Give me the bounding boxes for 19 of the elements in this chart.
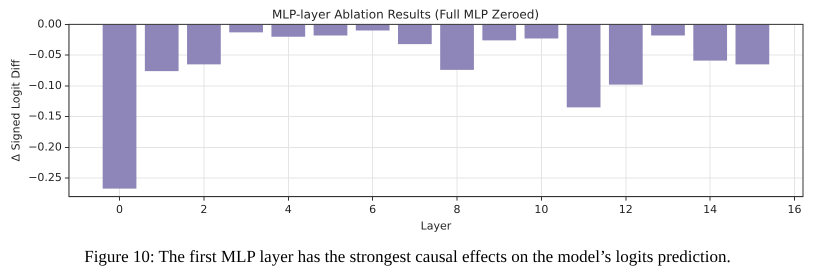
y-tick-label: −0.05 xyxy=(28,48,62,62)
x-tick-label: 14 xyxy=(703,203,718,216)
chart-title: MLP-layer Ablation Results (Full MLP Zeroed) xyxy=(272,7,540,22)
x-axis-title: Layer xyxy=(420,219,452,232)
caption: Figure 10: The first MLP layer has the strongest causal effects on the model’s logits prediction. xyxy=(83,247,732,267)
x-tick-label: 16 xyxy=(788,203,802,216)
y-tick-label: −0.10 xyxy=(28,78,62,92)
y-axis-title: Δ Signed Logit Diff xyxy=(9,59,22,162)
x-tick-label: 6 xyxy=(369,203,376,216)
y-tick-label: −0.15 xyxy=(28,110,62,123)
y-tick-label: −0.25 xyxy=(28,171,62,184)
x-tick-label: 2 xyxy=(200,203,208,216)
x-tick-label: 12 xyxy=(618,203,633,216)
y-tick-label: 0.00 xyxy=(37,17,62,30)
y-tick-label: −0.20 xyxy=(28,140,62,154)
x-tick-label: 8 xyxy=(454,203,461,216)
x-tick-label: 0 xyxy=(116,203,124,216)
x-tick-label: 10 xyxy=(534,203,548,216)
x-tick-label: 4 xyxy=(284,203,292,216)
